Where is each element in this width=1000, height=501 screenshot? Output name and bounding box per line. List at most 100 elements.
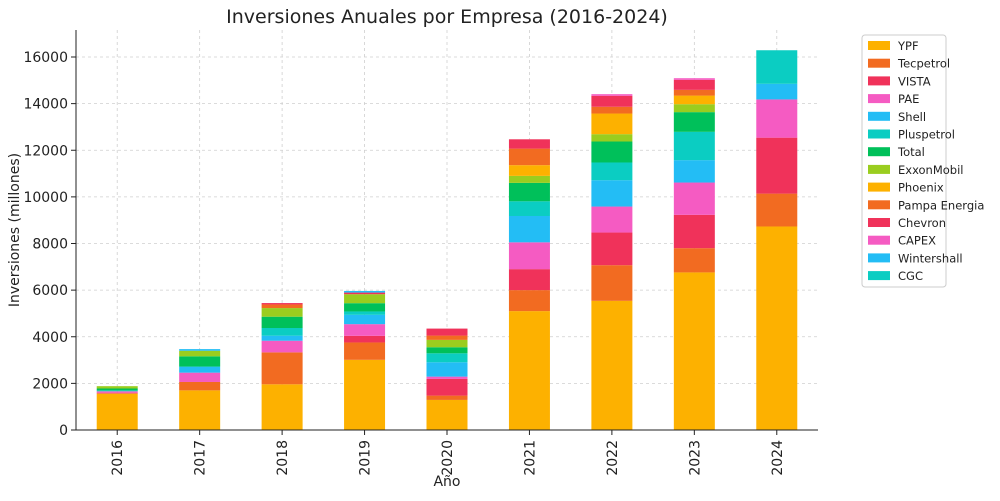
bar-segment-chevron-2023 (674, 80, 715, 90)
bar-segment-pae-2021 (509, 242, 550, 269)
bar-segment-pae-2019 (344, 324, 385, 336)
legend-swatch (868, 130, 890, 139)
bar-segment-ypf-2020 (427, 400, 468, 430)
bar-segment-total-2023 (674, 112, 715, 132)
bar-segment-tecpetrol-2020 (427, 396, 468, 400)
legend-label: Pampa Energia (898, 198, 984, 212)
bar-segment-exxonmobil-2022 (591, 134, 632, 141)
y-tick-label: 12000 (23, 143, 68, 159)
bar-segment-tecpetrol-2022 (591, 265, 632, 301)
x-tick-label: 2020 (440, 440, 456, 476)
bar-segment-total-2020 (427, 347, 468, 353)
bar-segment-tecpetrol-2024 (756, 194, 797, 227)
bar-segment-total-2018 (262, 317, 303, 328)
legend-label: Shell (898, 110, 926, 124)
legend: YPFTecpetrolVISTAPAEShellPluspetrolTotal… (862, 35, 984, 287)
bar-segment-pampa-energia-2018 (262, 304, 303, 308)
legend-swatch (868, 253, 890, 262)
legend-swatch (868, 165, 890, 174)
legend-label: Phoenix (898, 181, 944, 195)
legend-label: Pluspetrol (898, 128, 955, 142)
bar-segment-vista-2021 (509, 269, 550, 290)
bar-segment-vista-2022 (591, 233, 632, 266)
bar-segment-vista-2024 (756, 138, 797, 194)
bar-segment-pluspetrol-2016 (97, 390, 138, 391)
bar-segment-tecpetrol-2021 (509, 290, 550, 311)
bar-segment-pampa-energia-2020 (427, 336, 468, 340)
bar-segment-exxonmobil-2016 (97, 386, 138, 388)
bar-segment-pluspetrol-2022 (591, 162, 632, 180)
bar-segment-total-2016 (97, 389, 138, 391)
legend-swatch (868, 94, 890, 103)
bar-segment-tecpetrol-2023 (674, 248, 715, 272)
bar-segment-phoenix-2023 (674, 96, 715, 105)
bar-segment-phoenix-2021 (509, 165, 550, 176)
chart-title: Inversiones Anuales por Empresa (2016-20… (226, 6, 668, 28)
x-tick-label: 2019 (358, 440, 374, 476)
y-axis-label: Inversiones (millones) (7, 153, 23, 307)
bar-segment-ypf-2017 (179, 390, 220, 430)
bar-segment-ypf-2018 (262, 384, 303, 430)
bar-segment-pampa-energia-2023 (674, 90, 715, 96)
bar-segment-pae-2024 (756, 99, 797, 137)
bar-segment-shell-2021 (509, 216, 550, 242)
legend-label: Chevron (898, 216, 946, 230)
legend-swatch (868, 200, 890, 209)
bar-segment-tecpetrol-2019 (344, 342, 385, 359)
bar-segment-vista-2019 (344, 336, 385, 343)
bar-segment-phoenix-2022 (591, 114, 632, 135)
legend-swatch (868, 147, 890, 156)
bar-segment-ypf-2024 (756, 226, 797, 430)
legend-label: CGC (898, 269, 923, 283)
bar-segment-chevron-2020 (427, 329, 468, 336)
legend-label: Wintershall (898, 251, 963, 265)
y-tick-label: 16000 (23, 50, 68, 66)
bar-segment-chevron-2019 (344, 293, 385, 295)
bar-segment-pae-2016 (97, 391, 138, 392)
x-axis-label: Año (433, 474, 460, 490)
bar-segment-shell-2018 (262, 336, 303, 341)
bar-segment-ypf-2021 (509, 311, 550, 430)
legend-swatch (868, 59, 890, 68)
legend-swatch (868, 183, 890, 192)
y-tick-label: 2000 (32, 376, 68, 392)
legend-swatch (868, 271, 890, 280)
bar-segment-tecpetrol-2016 (97, 393, 138, 394)
bar-segment-tecpetrol-2017 (179, 382, 220, 390)
y-tick-label: 10000 (23, 190, 68, 206)
y-tick-label: 6000 (32, 283, 68, 299)
bar-segment-pae-2020 (427, 377, 468, 379)
bar-segment-vista-2023 (674, 215, 715, 248)
bar-segment-chevron-2022 (591, 96, 632, 107)
bar-segment-ypf-2019 (344, 360, 385, 430)
bar-segment-pae-2022 (591, 207, 632, 233)
legend-swatch (868, 218, 890, 227)
bar-segment-ypf-2016 (97, 394, 138, 430)
bar-segment-exxonmobil-2020 (427, 340, 468, 347)
bar-segment-total-2022 (591, 142, 632, 163)
bar-segment-exxonmobil-2021 (509, 176, 550, 183)
bar-segment-pluspetrol-2018 (262, 328, 303, 336)
legend-swatch (868, 236, 890, 245)
bar-segment-pae-2018 (262, 341, 303, 353)
bar-segment-total-2019 (344, 303, 385, 311)
legend-label: ExxonMobil (898, 163, 964, 177)
bar-segment-exxonmobil-2023 (674, 104, 715, 112)
x-tick-label: 2023 (687, 440, 703, 476)
legend-swatch (868, 112, 890, 121)
bar-segment-wintershall-2019 (344, 291, 385, 293)
bar-segment-chevron-2021 (509, 139, 550, 148)
bar-segment-shell-2023 (674, 160, 715, 182)
bar-segment-pluspetrol-2020 (427, 353, 468, 362)
x-tick-label: 2018 (275, 440, 291, 476)
bar-segment-pluspetrol-2023 (674, 132, 715, 160)
legend-label: Total (897, 145, 925, 159)
bar-segment-shell-2022 (591, 180, 632, 206)
bar-segment-capex-2022 (591, 94, 632, 96)
bar-segment-pluspetrol-2019 (344, 311, 385, 314)
y-tick-label: 4000 (32, 330, 68, 346)
bar-segment-tecpetrol-2018 (262, 352, 303, 384)
bar-segment-capex-2023 (674, 78, 715, 80)
bar-segment-total-2017 (179, 356, 220, 366)
